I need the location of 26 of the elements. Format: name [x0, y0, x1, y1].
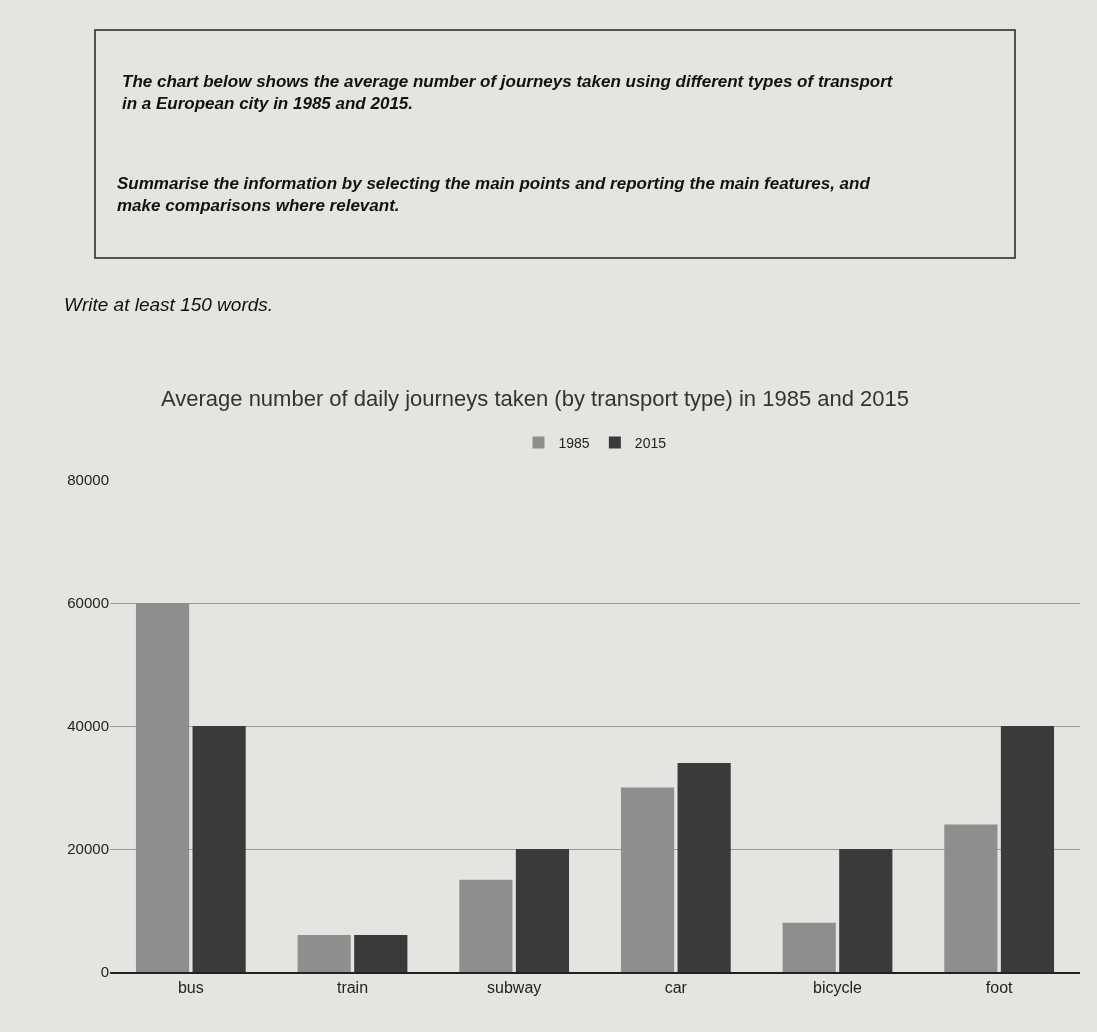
- bar: [192, 726, 246, 972]
- legend-label: 2015: [634, 435, 667, 452]
- y-tick-label: 80000: [67, 471, 109, 489]
- bar: [515, 849, 570, 972]
- x-tick-label: train: [336, 979, 369, 997]
- bar: [459, 879, 513, 972]
- y-tick-label: 20000: [67, 840, 109, 858]
- bar: [677, 762, 731, 972]
- bar: [782, 922, 836, 972]
- y-tick-label: 0: [100, 963, 109, 981]
- x-tick-label: car: [664, 979, 688, 997]
- x-tick-label: subway: [487, 979, 542, 997]
- bar: [839, 849, 893, 972]
- text: Write at least 150 words.: [64, 294, 274, 315]
- y-tick-label: 40000: [67, 717, 109, 735]
- text: Summarise the information by selecting the main points and reporting the main features, and make comparisons where relevant.: [117, 174, 871, 216]
- text: The chart below shows the average number of journeys taken using different types of transport in a European city in 1985 and 2015.: [122, 72, 894, 114]
- bar: [354, 935, 408, 972]
- legend-label: 1985: [558, 435, 590, 452]
- bar: [1000, 726, 1055, 972]
- x-tick-label: foot: [985, 979, 1014, 997]
- x-tick-label: bicycle: [813, 979, 863, 997]
- chart-title: Average number of daily journeys taken (by transport type) in 1985 and 2015: [160, 385, 910, 411]
- bar: [297, 935, 351, 972]
- y-tick-label: 60000: [67, 594, 109, 612]
- x-tick-label: bus: [177, 979, 204, 997]
